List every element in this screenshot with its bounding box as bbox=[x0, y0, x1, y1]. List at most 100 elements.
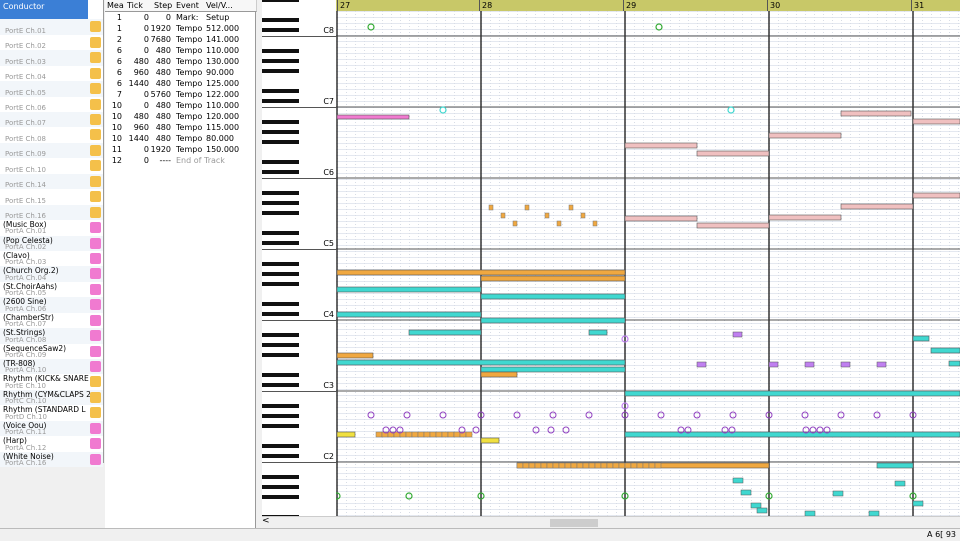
note[interactable] bbox=[876, 462, 914, 469]
note[interactable] bbox=[912, 500, 924, 507]
speaker-icon[interactable] bbox=[90, 144, 101, 156]
note[interactable] bbox=[488, 204, 494, 211]
note[interactable] bbox=[546, 462, 554, 469]
column-header[interactable]: Event bbox=[174, 0, 206, 12]
column-header[interactable]: Tick bbox=[125, 0, 154, 12]
note[interactable] bbox=[522, 462, 530, 469]
note[interactable] bbox=[654, 462, 662, 469]
note[interactable] bbox=[336, 269, 626, 276]
note[interactable] bbox=[594, 462, 602, 469]
track-item[interactable]: PortE Ch.01 bbox=[0, 19, 103, 35]
drum-hit[interactable] bbox=[873, 411, 881, 419]
drum-hit[interactable] bbox=[513, 411, 521, 419]
speaker-icon[interactable] bbox=[90, 391, 101, 403]
speaker-icon[interactable] bbox=[90, 222, 101, 234]
drum-hit[interactable] bbox=[547, 426, 555, 434]
speaker-icon[interactable] bbox=[90, 314, 101, 326]
event-row[interactable]: 6 480 480 Tempo 130.000 bbox=[105, 56, 255, 67]
note[interactable] bbox=[732, 477, 744, 484]
black-key[interactable] bbox=[262, 353, 299, 357]
track-item[interactable]: PortE Ch.06 bbox=[0, 96, 103, 113]
speaker-icon[interactable] bbox=[90, 206, 101, 218]
scroll-left-icon[interactable]: < bbox=[262, 516, 270, 526]
drum-hit[interactable] bbox=[439, 106, 447, 114]
note[interactable] bbox=[408, 329, 482, 336]
drum-hit[interactable] bbox=[477, 411, 485, 419]
note[interactable] bbox=[528, 462, 536, 469]
note[interactable] bbox=[600, 462, 608, 469]
drum-hit[interactable] bbox=[405, 492, 413, 500]
drum-hit[interactable] bbox=[684, 426, 692, 434]
note[interactable] bbox=[624, 215, 698, 222]
drum-hit[interactable] bbox=[801, 411, 809, 419]
event-row[interactable]: 6 0 480 Tempo 110.000 bbox=[105, 45, 255, 56]
note[interactable] bbox=[480, 437, 500, 444]
note[interactable] bbox=[840, 203, 914, 210]
track-item[interactable]: PortE Ch.05 bbox=[0, 81, 103, 97]
drum-hit[interactable] bbox=[477, 492, 485, 500]
track-item[interactable]: PortE Ch.10 bbox=[0, 158, 103, 174]
track-item[interactable]: PortE Ch.09 bbox=[0, 142, 103, 159]
note[interactable] bbox=[768, 361, 779, 368]
note[interactable] bbox=[544, 212, 550, 219]
track-item[interactable]: Rhythm (CYM&CLAPS 2 PortC Ch.10 bbox=[0, 389, 103, 406]
drum-hit[interactable] bbox=[816, 426, 824, 434]
measure-ruler[interactable]: 27 28 29 30 31 bbox=[336, 0, 960, 11]
drum-hit[interactable] bbox=[382, 426, 390, 434]
drum-hit[interactable] bbox=[802, 426, 810, 434]
black-key[interactable] bbox=[262, 18, 299, 22]
note[interactable] bbox=[336, 431, 356, 438]
black-key[interactable] bbox=[262, 231, 299, 235]
black-key[interactable] bbox=[262, 28, 299, 32]
track-item[interactable]: (2600 Sine) PortA Ch.06 bbox=[0, 297, 103, 313]
note[interactable] bbox=[840, 110, 912, 117]
note[interactable] bbox=[336, 359, 626, 366]
track-item[interactable]: (Harp) PortA Ch.12 bbox=[0, 436, 103, 452]
drum-hit[interactable] bbox=[403, 411, 411, 419]
speaker-icon[interactable] bbox=[90, 36, 101, 48]
track-item[interactable]: (Clavo) PortA Ch.03 bbox=[0, 250, 103, 267]
track-item[interactable]: PortE Ch.16 bbox=[0, 204, 103, 221]
track-item[interactable]: (Voice Oou) PortA Ch.11 bbox=[0, 420, 103, 437]
drum-hit[interactable] bbox=[765, 492, 773, 500]
track-item[interactable]: PortE Ch.14 bbox=[0, 173, 103, 190]
speaker-icon[interactable] bbox=[90, 160, 101, 172]
drum-hit[interactable] bbox=[909, 492, 917, 500]
note[interactable] bbox=[868, 510, 880, 516]
black-key[interactable] bbox=[262, 383, 299, 387]
column-header[interactable]: Vel/V... bbox=[204, 0, 257, 12]
event-row[interactable]: 11 0 1920 Tempo 150.000 bbox=[105, 144, 255, 155]
black-key[interactable] bbox=[262, 312, 299, 316]
note[interactable] bbox=[768, 214, 842, 221]
drum-hit[interactable] bbox=[727, 106, 735, 114]
track-item[interactable]: PortE Ch.15 bbox=[0, 189, 103, 205]
track-item[interactable]: PortE Ch.07 bbox=[0, 112, 103, 128]
note[interactable] bbox=[740, 489, 752, 496]
black-key[interactable] bbox=[262, 333, 299, 337]
black-key[interactable] bbox=[262, 201, 299, 205]
note[interactable] bbox=[876, 361, 887, 368]
black-key[interactable] bbox=[262, 89, 299, 93]
note[interactable] bbox=[336, 352, 374, 359]
speaker-icon[interactable] bbox=[90, 129, 101, 141]
event-row[interactable]: 6 1440 480 Tempo 125.000 bbox=[105, 78, 255, 89]
note[interactable] bbox=[336, 114, 410, 120]
black-key[interactable] bbox=[262, 160, 299, 164]
track-item[interactable]: (TR-808) PortA Ch.10 bbox=[0, 358, 103, 375]
black-key[interactable] bbox=[262, 99, 299, 103]
black-key[interactable] bbox=[262, 130, 299, 134]
drum-hit[interactable] bbox=[657, 411, 665, 419]
track-item[interactable]: (Church Org.2) PortA Ch.04 bbox=[0, 266, 103, 282]
drum-hit[interactable] bbox=[439, 411, 447, 419]
black-key[interactable] bbox=[262, 191, 299, 195]
column-header[interactable]: Mea bbox=[105, 0, 127, 12]
note[interactable] bbox=[912, 192, 960, 199]
speaker-icon[interactable] bbox=[90, 268, 101, 280]
note[interactable] bbox=[624, 390, 960, 397]
drum-hit[interactable] bbox=[728, 426, 736, 434]
black-key[interactable] bbox=[262, 211, 299, 215]
note[interactable] bbox=[732, 331, 743, 338]
drum-hit[interactable] bbox=[677, 426, 685, 434]
black-key[interactable] bbox=[262, 475, 299, 479]
event-row[interactable]: 2 0 7680 Tempo 141.000 bbox=[105, 34, 255, 45]
